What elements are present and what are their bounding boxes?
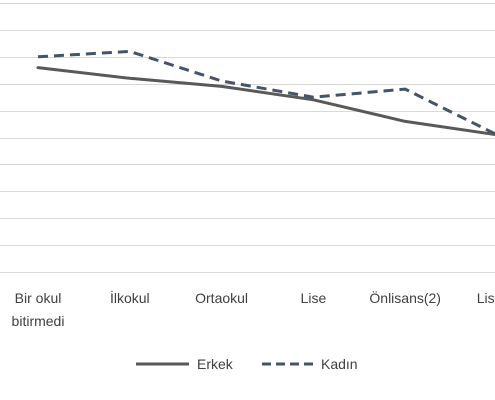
x-tick-label-line: İlkokul: [110, 289, 150, 306]
x-tick-label: İlkokul: [110, 289, 150, 306]
x-tick-label-line: Ortaokul: [195, 290, 248, 306]
x-tick-label: Lisans: [477, 290, 495, 306]
series-line-erkek: [38, 68, 495, 135]
x-tick-label: Lise: [301, 290, 327, 306]
x-tick-label-line: Önlisans(2): [369, 289, 441, 306]
x-tick-label: Bir okul bitirmedi: [12, 290, 65, 329]
legend: Erkek Kadın: [136, 356, 358, 372]
legend-label-2: Kadın: [321, 356, 358, 372]
series-lines: [38, 51, 495, 134]
gridlines: [0, 4, 495, 273]
x-axis-tick-labels: Bir okul bitirmedi İlkokul Ortaokul Lise Önli…: [12, 289, 495, 329]
x-tick-label: Ortaokul: [195, 290, 248, 306]
x-tick-label-line: Lisans: [477, 290, 495, 306]
x-tick-label-line: bitirmedi: [12, 313, 65, 329]
legend-label-1: Erkek: [197, 356, 234, 372]
x-tick-label-line: Bir okul: [15, 290, 62, 306]
x-tick-label: Önlisans(2): [369, 289, 441, 306]
x-tick-label-line: Lise: [301, 290, 327, 306]
